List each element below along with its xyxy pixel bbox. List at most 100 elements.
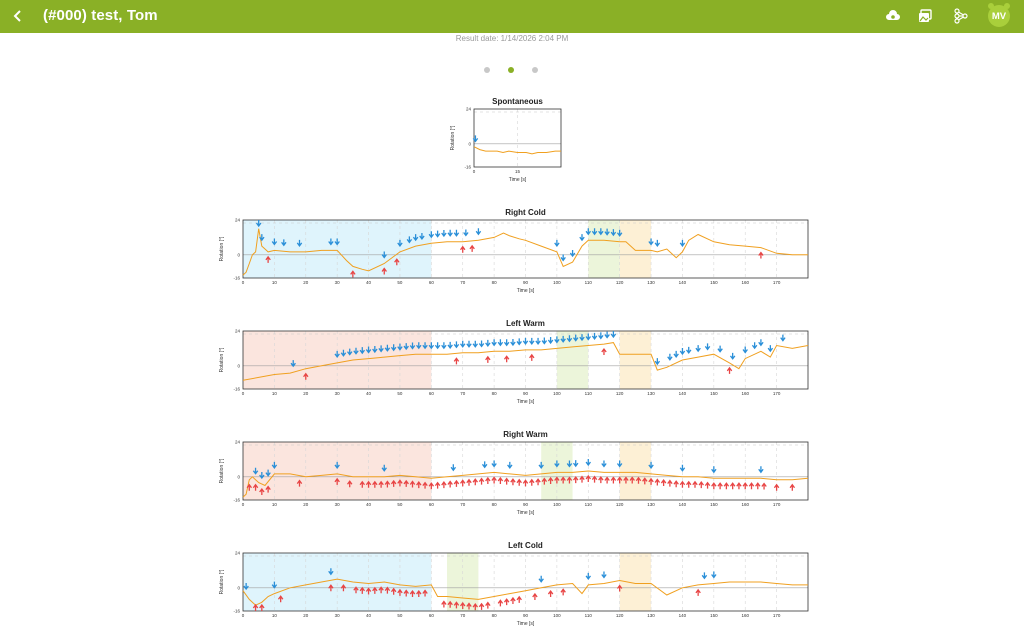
up-arrow-marker (758, 251, 764, 259)
series-line (242, 470, 809, 498)
down-arrow-marker (585, 333, 592, 341)
x-tick-label: 10 (272, 391, 278, 396)
y-tick-label: 24 (235, 218, 241, 223)
x-tick-label: 170 (773, 613, 781, 618)
down-arrow-marker (491, 460, 497, 468)
chart-title: Spontaneous (492, 97, 543, 106)
top-app-bar: (#000) test, Tom MV (0, 0, 1024, 33)
down-arrow-marker (535, 337, 541, 345)
x-tick-label: 160 (741, 613, 749, 618)
chart-frame (242, 552, 809, 612)
down-arrow-marker (447, 341, 453, 350)
up-arrow-marker (403, 589, 409, 597)
down-arrow-marker (604, 228, 610, 236)
up-arrow-marker (789, 483, 796, 491)
down-arrow-marker (701, 572, 708, 580)
x-tick-label: 80 (492, 391, 498, 396)
up-arrow-marker (723, 482, 730, 490)
up-arrow-marker (560, 588, 566, 596)
up-arrow-marker (604, 476, 610, 484)
up-arrow-marker (303, 372, 309, 380)
down-arrow-marker (485, 339, 491, 347)
up-arrow-marker (246, 483, 253, 491)
page-dot-2[interactable] (508, 67, 514, 73)
down-arrow-marker (554, 336, 560, 344)
up-arrow-marker (378, 480, 384, 488)
up-arrow-marker (554, 476, 560, 484)
x-tick-label: 0 (242, 280, 245, 285)
up-arrow-marker (654, 478, 661, 486)
chart-1: Right Cold 0 10 20 30 40 50 60 70 80 90 100 110 120 13… (219, 208, 809, 294)
up-arrow-marker (434, 481, 441, 489)
up-arrow-marker (265, 255, 271, 263)
up-arrow-marker (510, 478, 516, 486)
up-arrow-marker (384, 480, 391, 488)
cloud-sync-button[interactable] (884, 7, 902, 25)
up-arrow-marker (748, 482, 755, 490)
x-tick-label: 10 (272, 280, 278, 285)
up-arrow-marker (566, 476, 573, 484)
up-arrow-marker (491, 476, 497, 484)
up-arrow-marker (416, 480, 422, 489)
x-tick-label: 120 (616, 613, 624, 618)
up-arrow-marker (610, 476, 617, 484)
up-arrow-marker (547, 589, 554, 598)
down-arrow-marker (346, 348, 353, 356)
x-tick-label: 10 (272, 613, 278, 618)
up-arrow-marker (729, 482, 736, 490)
y-axis-label: Rotation [°] (219, 569, 225, 594)
down-arrow-marker (572, 460, 579, 468)
page-dot-3[interactable] (532, 67, 538, 73)
x-tick-label: 150 (710, 613, 718, 618)
y-tick-label: -16 (233, 498, 240, 503)
up-arrow-marker (560, 476, 566, 484)
up-arrow-marker (529, 353, 535, 361)
down-arrow-marker (601, 571, 607, 579)
down-arrow-marker (359, 347, 366, 355)
up-arrow-marker (547, 476, 554, 485)
down-arrow-marker (255, 220, 262, 228)
down-arrow-marker (569, 250, 576, 258)
up-arrow-marker (503, 598, 510, 606)
down-arrow-marker (328, 568, 334, 576)
x-tick-label: 80 (492, 502, 498, 507)
up-arrow-marker (660, 478, 667, 487)
x-tick-label: 130 (647, 391, 655, 396)
down-arrow-marker (491, 339, 497, 347)
down-arrow-marker (459, 340, 466, 348)
up-arrow-marker (416, 589, 422, 598)
up-arrow-marker (478, 602, 485, 610)
x-tick-label: 130 (647, 502, 655, 507)
down-arrow-marker (729, 352, 736, 360)
x-tick-label: 40 (366, 280, 372, 285)
up-arrow-marker (704, 481, 711, 489)
up-arrow-marker (516, 478, 522, 486)
up-arrow-marker (591, 475, 598, 483)
up-arrow-marker (359, 586, 366, 594)
up-arrow-marker (372, 586, 378, 594)
network-button[interactable] (952, 7, 970, 25)
back-button[interactable] (8, 6, 28, 26)
down-arrow-marker (648, 238, 654, 246)
up-arrow-marker (503, 477, 510, 485)
up-arrow-marker (695, 588, 701, 596)
chart-4: Left Cold 0 10 20 30 40 50 60 70 80 90 100 110 120 130… (219, 541, 809, 627)
down-arrow-marker (259, 472, 265, 480)
up-arrow-marker (667, 479, 673, 487)
up-arrow-marker (409, 589, 416, 598)
chart-title: Left Warm (506, 319, 545, 328)
down-arrow-marker (397, 239, 403, 247)
x-tick-label: 160 (741, 280, 749, 285)
image-stack-button[interactable] (916, 7, 934, 25)
down-arrow-marker (654, 239, 661, 247)
up-arrow-marker (441, 600, 447, 608)
page-dot-1[interactable] (484, 67, 490, 73)
up-arrow-marker (259, 603, 265, 611)
x-tick-label: 70 (460, 391, 466, 396)
chart-title: Left Cold (508, 541, 543, 550)
user-avatar[interactable]: MV (988, 3, 1010, 27)
down-arrow-marker (610, 229, 617, 237)
down-arrow-marker (554, 460, 560, 468)
up-arrow-marker (685, 480, 692, 488)
